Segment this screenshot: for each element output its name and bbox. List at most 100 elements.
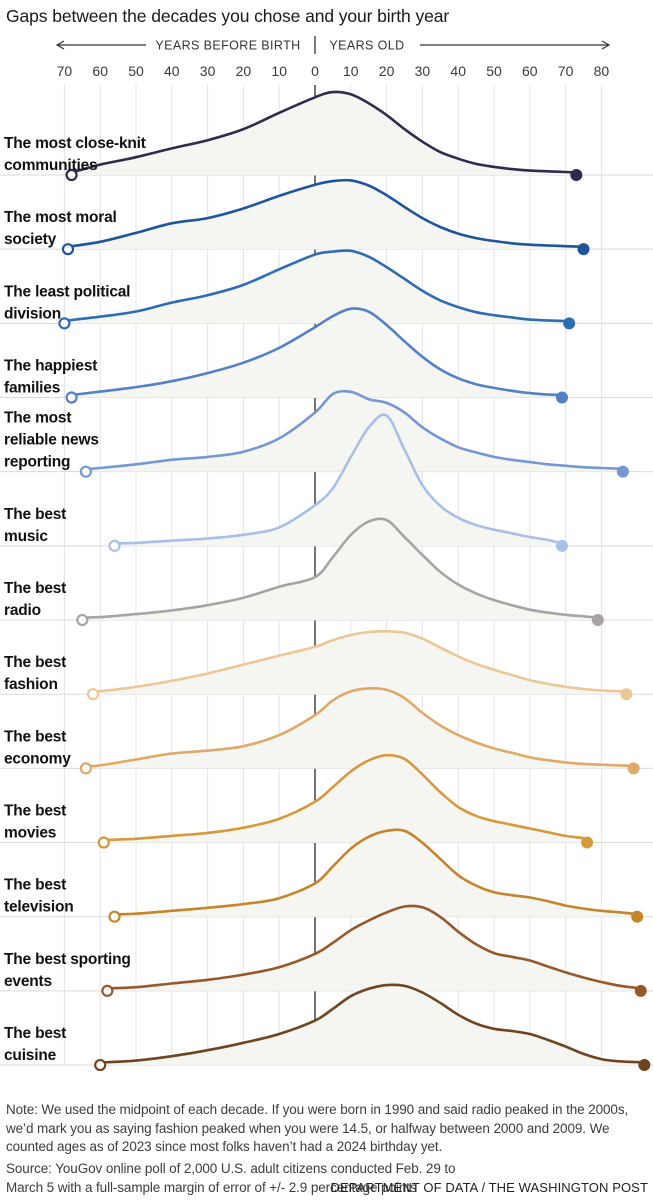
end-dot-best-television [631, 910, 644, 923]
tick-label-40-before: 40 [164, 63, 180, 79]
ridge-curve-best-radio [81, 517, 600, 619]
start-dot-best-radio [76, 613, 89, 627]
start-dot-happiest-families [65, 391, 78, 404]
ridge-label-best-economy: The best [4, 728, 66, 745]
ridge-label-happiest-families: families [4, 380, 60, 397]
tick-label-20-before: 20 [236, 63, 252, 79]
end-dot-reliable-news-reporting [616, 465, 629, 478]
ridge-label-reliable-news-reporting: The most [4, 410, 71, 427]
ridge-label-best-sporting-events: events [4, 973, 52, 990]
ridge-fill-best-radio [82, 518, 598, 621]
start-dot-best-economy [79, 762, 92, 775]
ridge-fill-best-fashion [93, 631, 627, 695]
ridge-label-best-cuisine: The best [4, 1025, 66, 1042]
tick-label-0: 0 [311, 63, 319, 79]
tick-label-30-before: 30 [200, 63, 216, 79]
ridge-label-close-knit-communities: The most close-knit [4, 135, 146, 152]
start-dot-close-knit-communities [65, 168, 78, 182]
start-dot-moral-society [61, 243, 75, 256]
ridge-fill-best-sporting-events [107, 905, 641, 991]
end-dot-moral-society [577, 243, 590, 256]
ridge-curve-close-knit-communities [70, 90, 578, 174]
ridge-label-best-movies: The best [4, 803, 66, 820]
tick-label-60-before: 60 [92, 63, 108, 79]
ridge-curve-best-television [113, 828, 639, 916]
ridge-label-best-movies: movies [4, 825, 56, 842]
ridge-fill-close-knit-communities [71, 91, 577, 175]
start-dot-best-movies [97, 836, 110, 849]
ridge-label-best-radio: radio [4, 602, 41, 619]
ridge-curve-best-movies [102, 753, 589, 842]
ridge-fill-moral-society [68, 180, 584, 250]
ridge-curve-happiest-families [70, 307, 564, 397]
ridge-label-least-political-division: The least political [4, 283, 130, 300]
end-dot-happiest-families [556, 391, 569, 404]
ridge-label-reliable-news-reporting: reliable news [4, 432, 99, 449]
ridge-label-best-music: The best [4, 506, 66, 523]
ridge-curve-least-political-division [63, 249, 571, 323]
ridge-curve-best-cuisine [98, 983, 646, 1064]
axis-left-arrow-label: YEARS BEFORE BIRTH [155, 39, 300, 53]
ridge-label-best-fashion: fashion [4, 676, 58, 693]
tick-label-50-before: 50 [128, 63, 144, 79]
ridge-fill-happiest-families [71, 308, 562, 398]
ridge-label-moral-society: The most moral [4, 209, 117, 226]
ridge-label-moral-society: society [4, 231, 57, 248]
end-dot-best-cuisine [638, 1059, 651, 1072]
ridge-fill-best-economy [85, 688, 634, 769]
start-dot-best-sporting-events [101, 984, 114, 997]
chart-title: Gaps between the decades you chose and y… [6, 6, 450, 26]
tick-label-40: 40 [450, 63, 466, 79]
ridge-curve-best-economy [84, 687, 635, 768]
ridge-label-happiest-families: The happiest [4, 358, 97, 375]
start-dot-least-political-division [58, 317, 71, 330]
ridge-label-best-television: television [4, 899, 74, 916]
ridgeline-chart: YEARS BEFORE BIRTH YEARS OLD 70 60 50 40 30 20 1… [0, 36, 653, 1072]
ridge-curve-best-music [113, 413, 564, 545]
end-dot-best-music [556, 539, 569, 552]
tick-label-50: 50 [486, 63, 502, 79]
footer-source: Source: YouGov online poll of 2,000 U.S.… [6, 1161, 456, 1195]
start-dot-best-cuisine [94, 1058, 107, 1072]
end-dot-close-knit-communities [570, 169, 583, 181]
ridge-label-best-fashion: The best [4, 654, 66, 671]
right-arrowhead-icon [601, 40, 611, 50]
ridge-label-reliable-news-reporting: reporting [4, 454, 70, 471]
end-dot-best-radio [591, 614, 604, 627]
axis-right-arrow-label: YEARS OLD [329, 39, 404, 53]
tick-label-20: 20 [379, 63, 395, 79]
end-dot-best-movies [581, 836, 594, 849]
ridge-label-close-knit-communities: communities [4, 157, 97, 174]
tick-label-30: 30 [415, 63, 431, 79]
start-dot-best-television [108, 910, 121, 923]
footer-credit: DEPARTMENT OF DATA / THE WASHINGTON POST [330, 1180, 648, 1195]
end-dot-best-fashion [620, 688, 633, 701]
ridge-fill-least-political-division [64, 250, 570, 324]
ridge-curve-best-fashion [91, 629, 628, 694]
tick-label-10: 10 [343, 63, 359, 79]
ridge-curve-reliable-news-reporting [84, 389, 625, 471]
start-dot-reliable-news-reporting [79, 465, 92, 478]
end-dot-best-sporting-events [634, 984, 647, 997]
end-dot-least-political-division [563, 317, 576, 330]
tick-label-70-before: 70 [57, 63, 73, 79]
left-arrowhead-icon [55, 40, 65, 50]
ridge-curve-moral-society [66, 178, 585, 248]
start-dot-best-fashion [86, 688, 100, 701]
ridge-fill-best-cuisine [100, 984, 645, 1066]
tick-label-10-before: 10 [271, 63, 287, 79]
ridge-label-best-television: The best [4, 877, 66, 894]
ridge-fill-best-movies [103, 755, 588, 843]
end-dot-best-economy [627, 762, 640, 775]
ridge-fill-reliable-news-reporting [85, 391, 623, 472]
tick-label-80: 80 [594, 63, 610, 79]
ridge-label-best-sporting-events: The best sporting [4, 951, 131, 968]
ridge-label-best-music: music [4, 528, 48, 545]
ridge-label-best-cuisine: cuisine [4, 1047, 57, 1064]
ridge-label-best-radio: The best [4, 580, 66, 597]
footer-note: Note: We used the midpoint of each decad… [6, 1102, 629, 1155]
ridge-label-best-economy: economy [4, 750, 71, 767]
ridge-label-least-political-division: division [4, 305, 61, 322]
ridge-curve-best-sporting-events [106, 904, 643, 990]
